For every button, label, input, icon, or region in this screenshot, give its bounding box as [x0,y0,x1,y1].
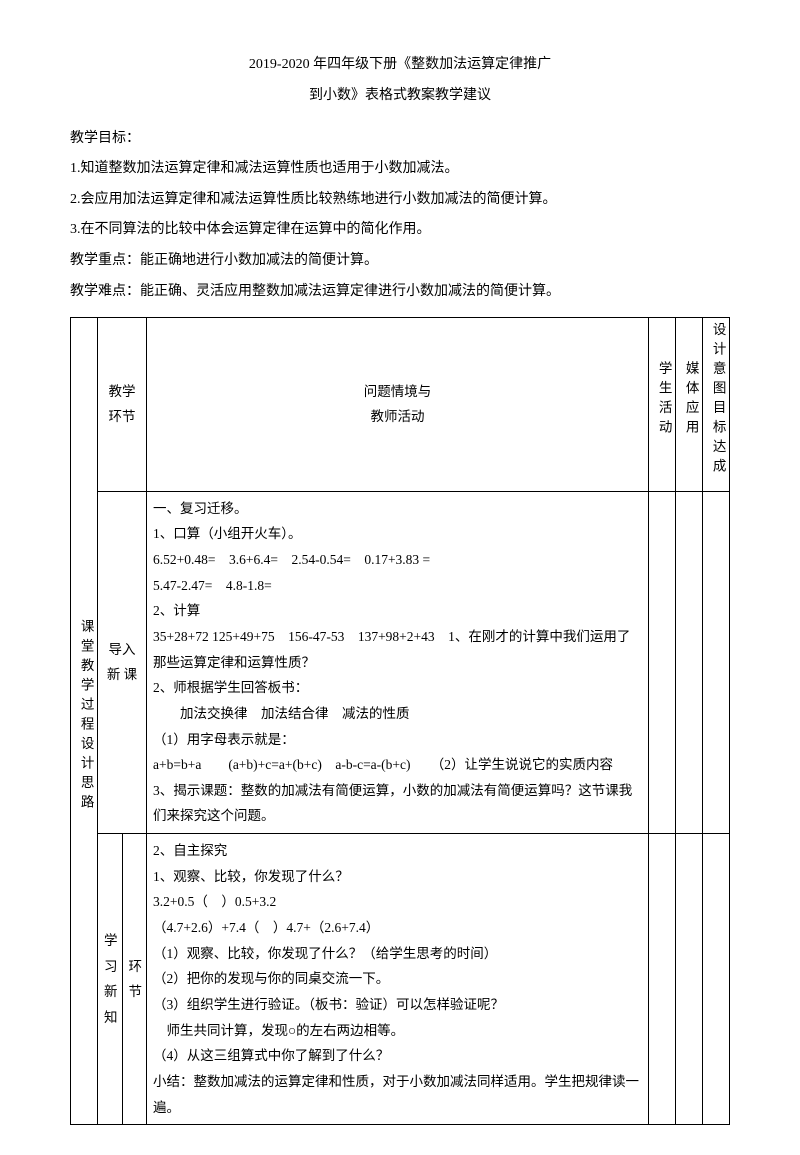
hdr-main-l2: 教师活动 [153,404,642,430]
design-2 [703,834,730,1125]
hdr-main: 问题情境与 教师活动 [147,318,649,492]
goal-1: 1.知道整数加法运算定律和减法运算性质也适用于小数加减法。 [70,156,730,183]
lesson-table: 课堂教学过程设计思路 教学环节 问题情境与 教师活动 学生活动 媒体应用 设计意… [70,317,730,1125]
table-row: 导入新 课 一、复习迁移。 1、口算（小组开火车）。 6.52+0.48= 3.… [71,491,730,833]
teaching-focus: 教学重点：能正确地进行小数加减法的简便计算。 [70,248,730,275]
hdr-media: 媒体应用 [676,318,703,492]
hdr-design: 设计意图目标达成 [703,318,730,492]
table-row: 课堂教学过程设计思路 教学环节 问题情境与 教师活动 学生活动 媒体应用 设计意… [71,318,730,492]
goal-3: 3.在不同算法的比较中体会运算定律在运算中的简化作用。 [70,217,730,244]
segment-1: 导入新 课 [98,491,147,833]
media-2 [676,834,703,1125]
student-1 [649,491,676,833]
label-goals: 教学目标： [70,126,730,153]
content-1: 一、复习迁移。 1、口算（小组开火车）。 6.52+0.48= 3.6+6.4=… [147,491,649,833]
hdr-student: 学生活动 [649,318,676,492]
design-1 [703,491,730,833]
student-2 [649,834,676,1125]
media-1 [676,491,703,833]
hdr-main-l1: 问题情境与 [153,379,642,405]
segment-2a: 学习新知 [98,834,123,1125]
goal-2: 2.会应用加法运算定律和减法运算性质比较熟练地进行小数加减法的简便计算。 [70,187,730,214]
segment-2b: 环节 [122,834,147,1125]
table-row: 学习新知 环节 2、自主探究 1、观察、比较，你发现了什么？ 3.2+0.5（ … [71,834,730,1125]
row-label-text: 课堂教学过程设计思路 [73,619,99,814]
row-label-vertical: 课堂教学过程设计思路 [71,318,98,1125]
doc-title-line2: 到小数》表格式教案教学建议 [70,81,730,112]
doc-title-line1: 2019-2020 年四年级下册《整数加法运算定律推广 [70,50,730,81]
hdr-segment: 教学环节 [98,318,147,492]
teaching-difficulty: 教学难点：能正确、灵活应用整数加减法运算定律进行小数加减法的简便计算。 [70,279,730,306]
content-2: 2、自主探究 1、观察、比较，你发现了什么？ 3.2+0.5（ ）0.5+3.2… [147,834,649,1125]
